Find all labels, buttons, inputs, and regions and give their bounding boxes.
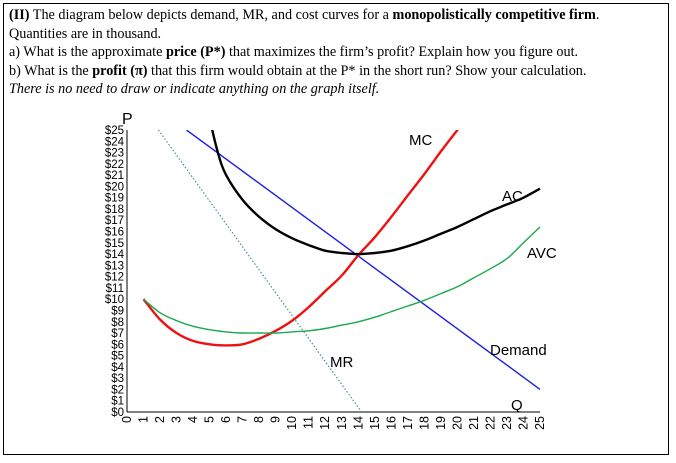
question-heading: (II) The diagram below depicts demand, M… — [9, 6, 669, 25]
x-tick-label: 5 — [203, 416, 217, 423]
y-tick-label: $15 — [105, 238, 124, 250]
avc-curve — [143, 226, 541, 334]
x-axis-label: Q — [511, 397, 523, 414]
y-tick-label: $19 — [105, 193, 124, 205]
x-tick-label: 11 — [302, 416, 316, 429]
part-a-post: that maximizes the firm’s profit? Explai… — [225, 44, 579, 61]
y-tick-label: $8 — [111, 317, 124, 329]
y-tick-label: $13 — [105, 260, 124, 272]
y-tick-label: $16 — [105, 227, 124, 239]
heading-bold: monopolistically competitive firm — [392, 7, 596, 23]
question-text: (II) The diagram below depicts demand, M… — [9, 6, 669, 99]
part-a-bold: price (P*) — [165, 44, 226, 61]
x-tick-label: 24 — [516, 416, 530, 430]
x-tick-label: 3 — [170, 416, 184, 423]
part-a: a) What is the approximate price (P*) th… — [9, 43, 669, 62]
question-frame — [3, 3, 669, 455]
y-tick-label: $17 — [105, 215, 124, 227]
y-tick-label: $7 — [111, 328, 124, 340]
y-tick-label: $21 — [105, 170, 124, 182]
avc-curve-label: AVC — [527, 245, 557, 262]
x-tick-label: 25 — [533, 416, 547, 430]
y-tick-label: $5 — [111, 351, 124, 363]
x-tick-label: 9 — [269, 416, 283, 423]
x-tick-label: 17 — [401, 416, 415, 430]
question-number: (II) — [9, 7, 30, 23]
x-tick-label: 22 — [483, 416, 497, 430]
x-tick-label: 1 — [137, 416, 151, 423]
y-tick-label: $3 — [111, 373, 124, 385]
x-tick-label: 19 — [434, 416, 448, 430]
y-tick-label: $9 — [111, 305, 124, 317]
instruction-note: There is no need to draw or indicate any… — [9, 81, 380, 98]
y-tick-label: $14 — [105, 249, 125, 261]
y-tick-label: $20 — [105, 181, 124, 193]
part-b-bold: profit (π) — [92, 62, 148, 79]
demand-curve-label: Demand — [490, 342, 547, 359]
y-tick-label: $1 — [111, 396, 124, 408]
y-tick-label: $22 — [105, 159, 124, 171]
y-tick-label: $11 — [106, 283, 124, 295]
curves — [142, 130, 541, 412]
demand-curve — [186, 130, 541, 390]
y-axis-label: P — [122, 111, 133, 128]
x-tick-label: 2 — [153, 416, 167, 423]
quantities-note: Quantities are in thousand. — [9, 25, 162, 42]
heading-end: . — [595, 7, 600, 23]
x-tick-label: 8 — [252, 416, 266, 423]
y-tick-label: $4 — [111, 362, 124, 374]
x-tick-label: 13 — [335, 416, 349, 430]
x-tick-label: 16 — [384, 416, 398, 430]
y-tick-label: $23 — [105, 148, 124, 160]
x-tick-label: 10 — [285, 416, 299, 430]
x-tick-label: 12 — [318, 416, 332, 430]
y-tick-label: $6 — [111, 339, 124, 351]
part-b-post: that this firm would obtain at the P* in… — [147, 62, 587, 79]
x-tick-label: 7 — [236, 416, 250, 423]
x-tick-label: 4 — [186, 416, 200, 423]
mr-curve-label: MR — [330, 354, 353, 371]
part-b: b) What is the profit (π) that this firm… — [9, 62, 669, 81]
part-b-pre: b) What is the — [9, 62, 93, 79]
part-a-pre: a) What is the approximate — [9, 44, 166, 61]
x-tick-labels: 0 1 2 3 4 5 6 7 8 9 10 11 12 13 14 15 16 17 18 19 20 21 22 23 24… — [120, 416, 547, 430]
mc-curve — [142, 130, 459, 347]
y-tick-label: $25 — [105, 125, 124, 137]
y-tick-label: $10 — [105, 294, 124, 306]
x-tick-label: 14 — [351, 416, 365, 430]
y-tick-label: $0 — [111, 407, 124, 419]
x-tick-label: 21 — [467, 416, 481, 430]
x-tick-label: 18 — [417, 416, 431, 430]
y-tick-label: $24 — [105, 136, 125, 148]
ac-curve-label: AC — [502, 188, 523, 205]
y-tick-labels: $0$1$2$3$4$5$6$7$8$9$10$11$12$13$14$15$1… — [105, 125, 125, 419]
mc-curve-label: MC — [409, 132, 432, 149]
heading-text: The diagram below depicts demand, MR, an… — [29, 7, 393, 23]
x-tick-label: 15 — [368, 416, 382, 430]
y-tick-label: $18 — [105, 204, 124, 216]
x-tick-label: 20 — [450, 416, 464, 430]
axes — [126, 130, 540, 413]
y-tick-label: $12 — [105, 272, 124, 284]
ac-curve — [210, 130, 541, 256]
x-tick-label: 0 — [120, 416, 134, 423]
x-tick-label: 6 — [219, 416, 233, 423]
x-tick-label: 23 — [500, 416, 514, 430]
y-tick-label: $2 — [111, 384, 124, 396]
